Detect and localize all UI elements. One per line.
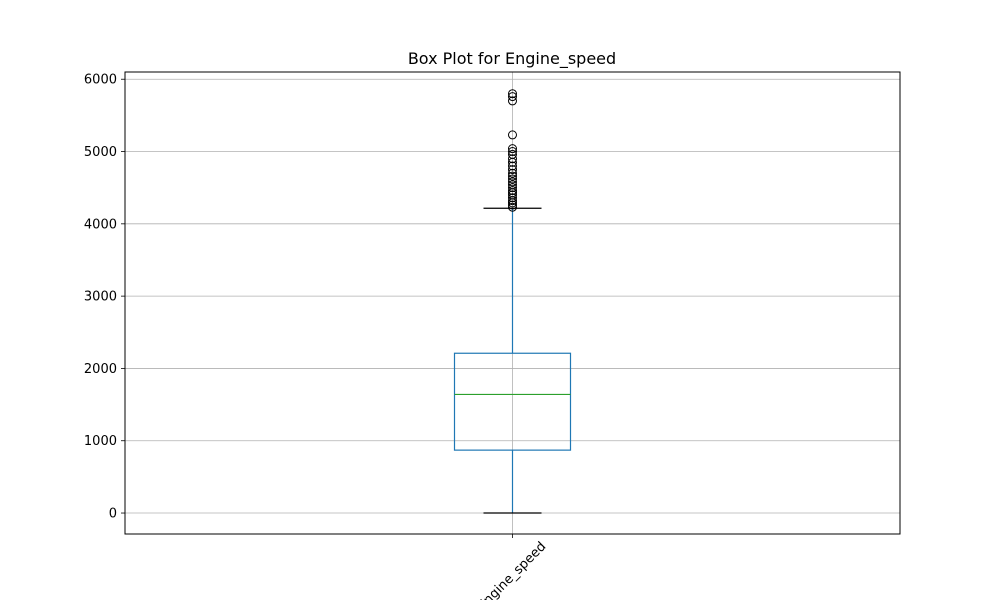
- outlier-point: [508, 161, 517, 171]
- y-tick-label: 1000: [84, 434, 117, 449]
- outlier-point: [508, 190, 517, 200]
- outlier-point: [508, 130, 517, 140]
- outlier-point: [508, 144, 517, 154]
- outlier-point: [508, 171, 517, 181]
- outlier-point: [508, 96, 517, 106]
- outlier-point: [508, 202, 517, 212]
- outlier-point: [508, 193, 517, 203]
- y-tick-label: 5000: [84, 145, 117, 160]
- x-tick-label: Engine_speed: [475, 539, 549, 600]
- y-tick-label: 6000: [84, 73, 117, 88]
- y-tick-label: 4000: [84, 217, 117, 232]
- y-tick-label: 2000: [84, 362, 117, 377]
- outlier-point: [508, 154, 517, 164]
- outlier-point: [508, 200, 517, 210]
- outlier-point: [508, 177, 517, 187]
- outlier-point: [508, 89, 517, 99]
- y-tick-label: 3000: [84, 290, 117, 305]
- interquartile-box: [453, 352, 572, 451]
- outlier-point: [508, 92, 517, 102]
- outlier-point: [508, 180, 517, 190]
- plot-frame: [124, 71, 901, 535]
- outlier-point: [508, 165, 517, 175]
- outlier-point: [508, 174, 517, 184]
- outlier-point: [508, 186, 517, 196]
- outlier-point: [508, 183, 517, 193]
- outlier-point: [508, 147, 517, 157]
- y-tick-label: 0: [109, 507, 117, 522]
- chart-title: Box Plot for Engine_speed: [408, 49, 616, 69]
- outlier-point: [508, 168, 517, 178]
- outlier-point: [508, 149, 517, 159]
- box-layer: [453, 89, 572, 514]
